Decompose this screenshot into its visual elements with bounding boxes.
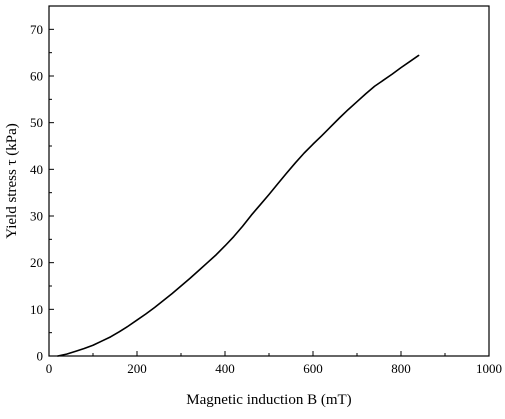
series-layer — [56, 54, 420, 357]
x-tick-label-200: 200 — [127, 361, 147, 376]
y-tick-label-0: 0 — [37, 349, 44, 364]
y-tick-label-10: 10 — [30, 302, 43, 317]
x-tick-label-0: 0 — [46, 361, 53, 376]
series-line-0 — [56, 54, 420, 357]
x-tick-label-400: 400 — [215, 361, 235, 376]
y-tick-label-60: 60 — [30, 69, 43, 84]
y-axis-label: Yield stress τ (kPa) — [4, 123, 20, 239]
x-tick-label-800: 800 — [391, 361, 411, 376]
plot-frame — [48, 5, 490, 357]
y-tick-label-70: 70 — [30, 22, 43, 37]
x-tick-label-600: 600 — [303, 361, 323, 376]
y-tick-label-40: 40 — [30, 162, 43, 177]
y-tick-label-50: 50 — [30, 115, 43, 130]
x-axis-label: Magnetic induction B (mT) — [186, 392, 351, 408]
y-tick-label-30: 30 — [30, 209, 43, 224]
y-tick-label-20: 20 — [30, 255, 43, 270]
x-axis-ticks: 0 200 400 600 800 1000 — [46, 351, 502, 376]
y-axis-ticks: 0 10 20 30 40 50 60 70 — [30, 5, 54, 364]
x-tick-label-1000: 1000 — [476, 361, 502, 376]
